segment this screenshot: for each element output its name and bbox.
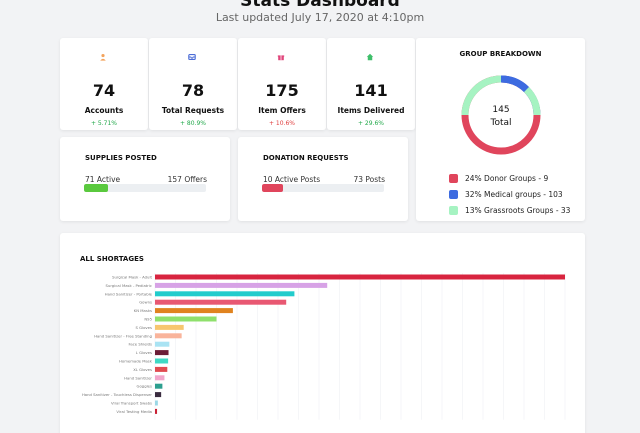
bar[interactable]	[155, 316, 217, 322]
stat-change: + 29.6%	[358, 120, 384, 127]
bar-label: Viral Testing Media	[116, 409, 152, 414]
legend-item-donor: 24% Donor Groups - 9	[449, 170, 570, 186]
stat-change: + 80.9%	[180, 120, 206, 127]
donut-total-value: 145	[492, 105, 510, 115]
bar[interactable]	[155, 358, 169, 364]
card-title: SUPPLIES POSTED	[85, 154, 157, 162]
legend: 24% Donor Groups - 9 32% Medical groups …	[449, 170, 570, 218]
card-title: GROUP BREAKDOWN	[459, 50, 542, 58]
stat-card-item-offers: 175 Item Offers + 10.6%	[238, 38, 326, 130]
bar[interactable]	[155, 291, 295, 297]
progress-track	[84, 184, 206, 192]
bar-label: XL Gloves	[133, 367, 152, 372]
legend-label: 32% Medical groups - 103	[465, 189, 563, 199]
stat-value: 78	[181, 81, 205, 100]
legend-label: 24% Donor Groups - 9	[465, 173, 549, 183]
bar-label: L Gloves	[136, 350, 152, 355]
bar-label: Hand Sanitizer - Portable	[105, 291, 153, 296]
bar-label: Viral Transport Swabs	[111, 401, 152, 406]
bar[interactable]	[155, 274, 565, 280]
donut-segment-grassroots	[523, 87, 541, 116]
stat-card-accounts: 74 Accounts + 5.71%	[60, 38, 148, 130]
stat-label: Item Offers	[258, 106, 306, 115]
donut-total-label: Total	[490, 118, 512, 128]
bar[interactable]	[155, 282, 328, 288]
bar[interactable]	[155, 375, 165, 381]
all-shortages-card: ALL SHORTAGES Surgical Mask - Adult Surgi…	[60, 233, 585, 433]
bar[interactable]	[155, 392, 162, 398]
stat-card-total-requests: 78 Total Requests + 80.9%	[149, 38, 237, 130]
active-count: 71 Active	[85, 175, 121, 184]
legend-item-medical: 32% Medical groups - 103	[449, 186, 570, 202]
progress-fill	[262, 184, 283, 192]
legend-label: 13% Grassroots Groups - 33	[465, 205, 571, 215]
bar-label: N95	[144, 317, 152, 322]
stat-label: Items Delivered	[337, 106, 405, 115]
legend-swatch	[449, 173, 458, 183]
chart-gridlines	[154, 273, 566, 420]
donut-segment-medical-top	[500, 75, 529, 93]
progress-track	[262, 184, 384, 192]
group-breakdown-card: GROUP BREAKDOWN 145 Total 24% Donor Grou…	[416, 38, 585, 221]
bar-label: Goggles	[137, 384, 152, 389]
stat-change: + 5.71%	[91, 120, 117, 127]
donut-chart	[461, 75, 541, 155]
bar-label: Surgical Mask - Pediatric	[106, 283, 153, 288]
bar-label: Hand Sanitizer - Touchless Dispenser	[82, 392, 152, 397]
stat-value: 175	[265, 81, 299, 100]
supplies-posted-card: SUPPLIES POSTED 71 Active 157 Offers	[60, 137, 230, 221]
posts-count: 73 Posts	[353, 175, 385, 184]
stat-change: + 10.6%	[269, 120, 295, 127]
stat-value: 74	[92, 81, 116, 100]
bar[interactable]	[155, 299, 287, 305]
bar-label: Hand Sanitizer - Free Standing	[94, 333, 152, 338]
bar[interactable]	[155, 408, 158, 414]
bar-label: Surgical Mask - Adult	[112, 275, 152, 280]
stat-card-items-delivered: 141 Items Delivered + 29.6%	[327, 38, 415, 130]
card-title: DONATION REQUESTS	[263, 154, 349, 162]
bar-label: Gowns	[139, 300, 152, 305]
gift-icon	[273, 49, 288, 64]
bar-label: KN Masks	[134, 308, 152, 313]
user-icon	[95, 49, 110, 64]
shortages-bar-chart: Surgical Mask - Adult Surgical Mask - Ped…	[82, 273, 566, 420]
bar-label: S Gloves	[136, 325, 153, 330]
page-title: Stats Dashboard	[240, 0, 400, 11]
progress-fill	[84, 184, 109, 192]
offers-count: 157 Offers	[167, 175, 207, 184]
legend-item-grassroots: 13% Grassroots Groups - 33	[449, 202, 570, 218]
stat-value: 141	[354, 81, 388, 100]
legend-swatch	[449, 189, 458, 199]
bar[interactable]	[155, 350, 169, 356]
bar[interactable]	[155, 308, 233, 314]
bar-label: Homemade Mask	[119, 359, 153, 364]
chart-title: ALL SHORTAGES	[80, 255, 144, 263]
active-posts-count: 10 Active Posts	[263, 175, 321, 184]
bar[interactable]	[155, 383, 163, 389]
bar-label: Face Shields	[129, 342, 152, 347]
donation-requests-card: DONATION REQUESTS 10 Active Posts 73 Pos…	[238, 137, 408, 221]
home-icon	[362, 49, 377, 64]
donut-segment-grassroots-left	[461, 75, 502, 116]
bar[interactable]	[155, 341, 170, 347]
bar[interactable]	[155, 324, 184, 330]
last-updated-text: Last updated July 17, 2020 at 4:10pm	[215, 11, 425, 24]
inbox-icon	[184, 49, 199, 64]
bar-label: Hand Sanitizer	[124, 375, 152, 380]
bar[interactable]	[155, 400, 158, 406]
bar[interactable]	[155, 333, 182, 339]
stat-label: Accounts	[84, 106, 124, 115]
stat-label: Total Requests	[161, 106, 225, 115]
bar[interactable]	[155, 366, 168, 372]
legend-swatch	[449, 205, 458, 215]
